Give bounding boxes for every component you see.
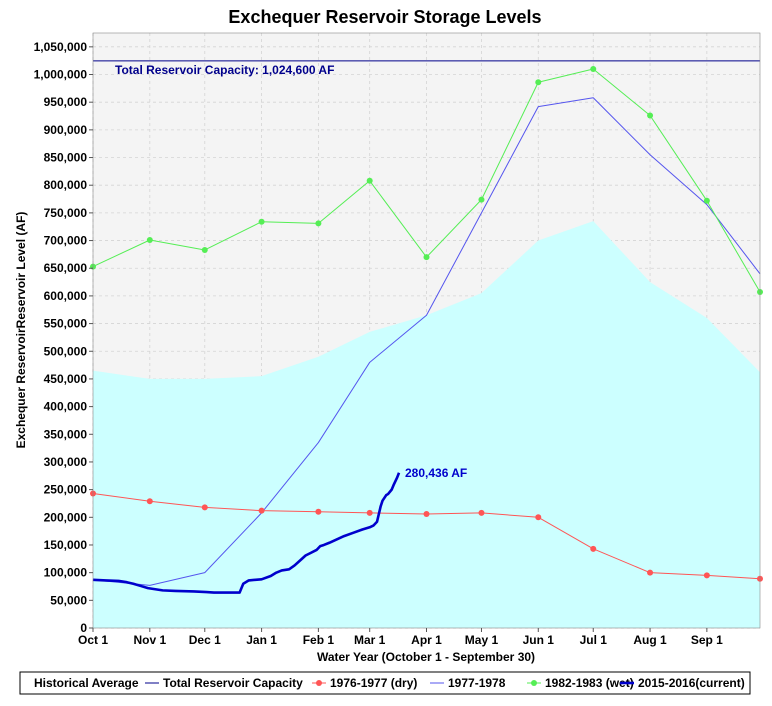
y-axis-label: Exchequer ReservoirReservoir Level (AF) xyxy=(14,212,28,449)
y-axis: 0 50,000 100,000 150,000 200,000 250,000 300,0… xyxy=(34,40,93,635)
1976-1977-dry-point xyxy=(423,510,430,517)
y-tick-label: 250,000 xyxy=(44,483,88,497)
x-tick-label: Jul 1 xyxy=(580,633,608,647)
historical-average-area xyxy=(93,221,760,629)
1982-1983-wet-point xyxy=(423,254,430,261)
1976-1977-dry-point xyxy=(315,508,322,515)
x-tick-label: Dec 1 xyxy=(189,633,221,647)
y-tick-label: 150,000 xyxy=(44,538,88,552)
y-tick-label: 50,000 xyxy=(50,593,87,607)
x-tick-label: Apr 1 xyxy=(411,633,442,647)
1976-1977-dry-point xyxy=(478,509,485,516)
y-tick-label: 350,000 xyxy=(44,427,88,441)
y-tick-label: 600,000 xyxy=(44,289,88,303)
legend-label-historical-average: Historical Average xyxy=(34,676,139,690)
y-tick-label: 700,000 xyxy=(44,234,88,248)
y-tick-label: 850,000 xyxy=(44,151,88,165)
capacity-annotation: Total Reservoir Capacity: 1,024,600 AF xyxy=(115,63,334,77)
1976-1977-dry-point xyxy=(146,498,153,505)
x-tick-label: Jan 1 xyxy=(246,633,277,647)
legend-label-1976-1977-dry: 1976-1977 (dry) xyxy=(330,676,417,690)
legend-label-1977-1978: 1977-1978 xyxy=(448,676,506,690)
legend-label-1982-1983-wet: 1982-1983 (wet) xyxy=(545,676,634,690)
y-tick-label: 1,050,000 xyxy=(34,40,88,54)
y-tick-label: 0 xyxy=(80,621,87,635)
y-tick-label: 800,000 xyxy=(44,178,88,192)
x-tick-label: Oct 1 xyxy=(78,633,108,647)
y-tick-label: 950,000 xyxy=(44,95,88,109)
x-tick-label: Aug 1 xyxy=(633,633,667,647)
x-tick-label: Mar 1 xyxy=(354,633,386,647)
current-value-annotation: 280,436 AF xyxy=(405,466,467,480)
1976-1977-dry-point xyxy=(201,504,208,511)
y-tick-label: 500,000 xyxy=(44,344,88,358)
y-tick-label: 550,000 xyxy=(44,317,88,331)
1976-1977-dry-point xyxy=(703,572,710,579)
y-tick-label: 300,000 xyxy=(44,455,88,469)
series-markers xyxy=(90,65,763,582)
y-tick-label: 100,000 xyxy=(44,566,88,580)
1976-1977-dry-point xyxy=(647,569,654,576)
1982-1983-wet-point xyxy=(478,196,485,203)
x-tick-label: Nov 1 xyxy=(133,633,166,647)
1982-1983-wet-point xyxy=(703,197,710,204)
1982-1983-wet-point xyxy=(590,65,597,72)
legend-marker-1976-1977-dry xyxy=(316,680,322,686)
1982-1983-wet-point xyxy=(258,218,265,225)
1982-1983-wet-point xyxy=(201,246,208,253)
1982-1983-wet-point xyxy=(146,237,153,244)
legend-label-total-reservoir-capacity: Total Reservoir Capacity xyxy=(163,676,303,690)
legend-marker-1982-1983-wet xyxy=(531,680,537,686)
chart-title: Exchequer Reservoir Storage Levels xyxy=(228,7,541,27)
1977-1978-line xyxy=(92,97,761,586)
y-tick-label: 1,000,000 xyxy=(34,68,88,82)
1976-1977-dry-point xyxy=(590,545,597,552)
y-tick-label: 450,000 xyxy=(44,372,88,386)
x-tick-label: May 1 xyxy=(465,633,499,647)
1982-1983-wet-point xyxy=(535,79,542,86)
x-tick-label: Jun 1 xyxy=(523,633,555,647)
1976-1977-dry-point xyxy=(535,514,542,521)
2015-2016-current-line xyxy=(92,472,401,594)
y-tick-label: 900,000 xyxy=(44,123,88,137)
1976-1977-dry-point xyxy=(366,509,373,516)
y-tick-label: 200,000 xyxy=(44,510,88,524)
1982-1983-wet-point xyxy=(315,220,322,227)
x-axis-label: Water Year (October 1 - September 30) xyxy=(317,650,535,664)
1982-1983-wet-point xyxy=(366,177,373,184)
y-tick-label: 750,000 xyxy=(44,206,88,220)
y-tick-label: 650,000 xyxy=(44,261,88,275)
1982-1983-wet-point xyxy=(647,112,654,119)
1976-1977-dry-point xyxy=(258,507,265,514)
y-tick-label: 400,000 xyxy=(44,400,88,414)
x-tick-label: Sep 1 xyxy=(691,633,723,647)
historical-average-area xyxy=(93,221,760,629)
legend-box xyxy=(19,671,751,695)
x-axis: Oct 1 Nov 1 Dec 1 Jan 1 Feb 1 Mar 1 Apr 1 May 1… xyxy=(78,628,723,647)
legend-label-2015-2016-current: 2015-2016(current) xyxy=(638,676,745,690)
x-tick-label: Feb 1 xyxy=(303,633,335,647)
legend: Historical Average Total Reservoir Capaci… xyxy=(34,676,745,690)
